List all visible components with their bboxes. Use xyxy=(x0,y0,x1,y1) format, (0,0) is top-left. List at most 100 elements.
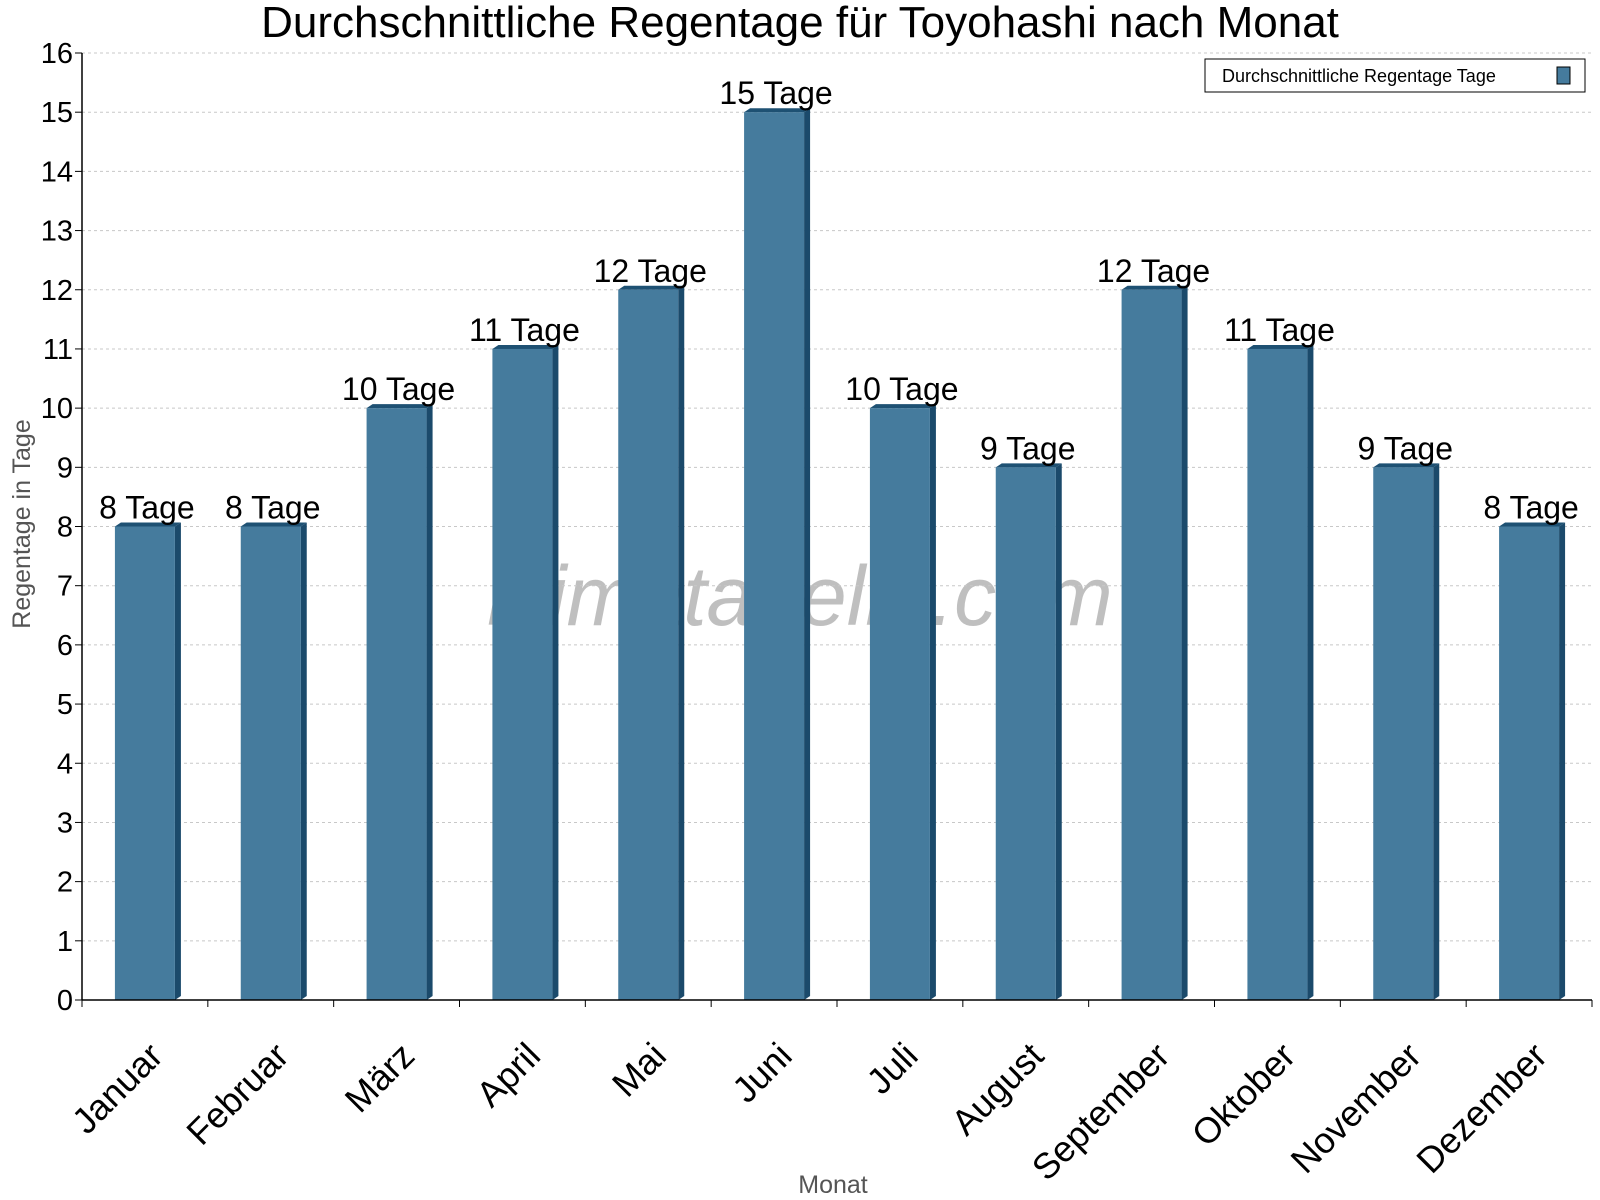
bar-top xyxy=(869,404,936,409)
bar-side xyxy=(804,108,811,1000)
x-axis-title: Monat xyxy=(798,1171,868,1199)
x-tick-label: Juni xyxy=(724,1035,800,1111)
bar-side xyxy=(426,404,433,1000)
x-tick-label: August xyxy=(943,1035,1051,1143)
bar-face xyxy=(366,408,427,1000)
bar xyxy=(114,522,181,1000)
data-label: 12 Tage xyxy=(594,253,707,289)
y-tick-label: 2 xyxy=(57,867,73,899)
y-tick-label: 10 xyxy=(41,393,73,425)
legend: Durchschnittliche Regentage Tage xyxy=(1204,58,1586,93)
y-tick-label: 1 xyxy=(57,926,73,958)
bar xyxy=(492,344,559,1000)
x-tick-label: März xyxy=(337,1035,423,1121)
bar-face xyxy=(1121,289,1182,1000)
bar xyxy=(744,108,811,1000)
x-tick-label: Mai xyxy=(604,1035,674,1105)
bar-top xyxy=(1247,344,1314,349)
legend-swatch xyxy=(1556,66,1571,85)
bar xyxy=(618,285,685,1000)
x-tick-labels: Januar Februar März April Mai Juni Juli AugustS… xyxy=(64,1035,1555,1189)
data-label: 10 Tage xyxy=(845,371,958,407)
bar xyxy=(240,522,307,1000)
x-tick-label: Juli xyxy=(858,1035,925,1102)
bar-top xyxy=(1499,522,1566,527)
y-tick-label: 13 xyxy=(41,216,73,248)
y-tick-label: 16 xyxy=(41,38,73,70)
y-tick-label: 7 xyxy=(57,571,73,603)
legend-label: Durchschnittliche Regentage Tage xyxy=(1222,66,1496,86)
y-tick-label: 12 xyxy=(41,275,73,307)
bar-side xyxy=(678,285,685,1000)
bar xyxy=(1373,463,1440,1000)
x-tick-label: September xyxy=(1024,1035,1178,1189)
data-label: 11 Tage xyxy=(1224,312,1335,348)
y-tick-label: 5 xyxy=(57,689,73,721)
gridlines xyxy=(75,52,1592,1001)
bar-side xyxy=(552,344,559,1000)
bar-side xyxy=(1307,344,1314,1000)
bar-top xyxy=(618,285,685,290)
y-axis-title: Regentage in Tage xyxy=(8,419,36,628)
bar-side xyxy=(1559,522,1566,1000)
data-label: 8 Tage xyxy=(99,490,195,526)
bar-top xyxy=(995,463,1062,468)
legend-box xyxy=(1204,58,1586,93)
bar-face xyxy=(995,467,1056,1000)
bar-side xyxy=(1055,463,1062,1000)
bar-side xyxy=(1181,285,1188,1000)
data-label: 10 Tage xyxy=(342,371,455,407)
bar-side xyxy=(929,404,936,1000)
bar-face xyxy=(618,289,679,1000)
y-tick-label: 0 xyxy=(57,985,73,1017)
bar xyxy=(1247,344,1314,1000)
bar-top xyxy=(366,404,433,409)
bar-top xyxy=(1373,463,1440,468)
bar-face xyxy=(1373,467,1434,1000)
bars xyxy=(114,108,1566,1000)
y-tick-label: 8 xyxy=(57,512,73,544)
y-tick-label: 9 xyxy=(57,452,73,484)
x-tick-label: April xyxy=(468,1035,548,1115)
bar xyxy=(1121,285,1188,1000)
bar-face xyxy=(869,408,930,1000)
data-label: 11 Tage xyxy=(469,312,580,348)
y-tick-label: 3 xyxy=(57,807,73,839)
bar-face xyxy=(1499,526,1560,1000)
bar xyxy=(869,404,936,1000)
x-tick-label: Oktober xyxy=(1184,1035,1304,1155)
bar-top xyxy=(1121,285,1188,290)
chart-title: Durchschnittliche Regentage für Toyohash… xyxy=(261,0,1339,47)
y-tick-label: 14 xyxy=(41,156,73,188)
bar xyxy=(995,463,1062,1000)
bar-side xyxy=(300,522,307,1000)
bar-top xyxy=(744,108,811,113)
bar-top xyxy=(240,522,307,527)
y-tick-label: 11 xyxy=(43,334,73,366)
bar-top xyxy=(492,344,559,349)
data-labels: 8 Tage 8 Tage 10 Tage 11 Tage 12 Tage 15 Tage… xyxy=(99,75,1579,525)
axes xyxy=(81,53,1593,1007)
bar-side xyxy=(1433,463,1440,1000)
data-label: 9 Tage xyxy=(980,430,1076,466)
x-tick-label: Januar xyxy=(64,1035,171,1142)
bar-face xyxy=(1247,348,1308,1000)
bar xyxy=(366,404,433,1000)
bar-face xyxy=(492,348,553,1000)
bar-face xyxy=(114,526,175,1000)
data-label: 15 Tage xyxy=(719,75,832,111)
bar-face xyxy=(240,526,301,1000)
x-tick-label: November xyxy=(1282,1035,1428,1181)
y-tick-label: 15 xyxy=(41,97,73,129)
data-label: 9 Tage xyxy=(1358,430,1454,466)
bar-face xyxy=(744,112,805,1000)
y-tick-label: 4 xyxy=(57,748,73,780)
x-tick-label: Februar xyxy=(178,1035,296,1153)
bar-top xyxy=(114,522,181,527)
x-tick-label: Dezember xyxy=(1408,1035,1554,1181)
bar xyxy=(1499,522,1566,1000)
data-label: 8 Tage xyxy=(225,490,321,526)
data-label: 12 Tage xyxy=(1097,253,1210,289)
